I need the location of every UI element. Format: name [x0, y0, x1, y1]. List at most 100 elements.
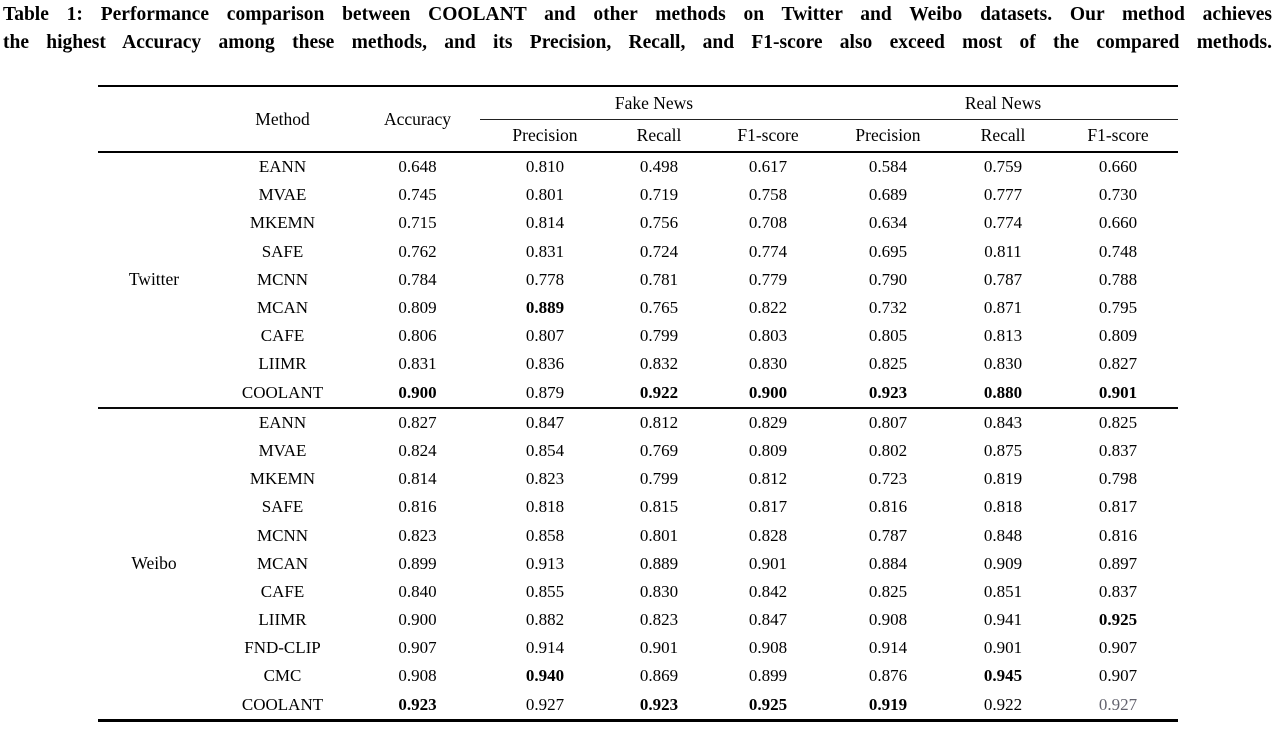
method-name: COOLANT — [241, 382, 324, 402]
metric-value: 0.832 — [639, 354, 679, 374]
metric-value: 0.925 — [748, 694, 788, 714]
metric-value: 0.795 — [1098, 298, 1138, 318]
metric-value: 0.730 — [1098, 185, 1138, 205]
metric-value: 0.816 — [1098, 525, 1138, 545]
metric-value: 0.790 — [868, 269, 908, 289]
metric-value: 0.900 — [398, 610, 437, 630]
metric-value: 0.816 — [868, 497, 908, 517]
metric-value: 0.879 — [525, 382, 565, 402]
metric-value: 0.787 — [983, 269, 1023, 289]
table-section-twitter: Twitter EANN 0.648 0.810 0.498 0.617 0.584 0.75… — [98, 153, 1178, 407]
method-name: EANN — [258, 157, 307, 177]
metric-value: 0.634 — [868, 213, 908, 233]
column-header-accuracy: Accuracy — [383, 108, 452, 129]
column-header-fake-precision: Precision — [512, 125, 578, 145]
metric-value: 0.823 — [525, 469, 565, 489]
method-name: COOLANT — [241, 694, 324, 714]
metric-value: 0.825 — [868, 354, 908, 374]
metric-value: 0.807 — [868, 412, 908, 432]
metric-value: 0.799 — [639, 326, 679, 346]
column-header-method: Method — [255, 108, 310, 129]
metric-value: 0.901 — [983, 638, 1023, 658]
metric-value: 0.814 — [525, 213, 565, 233]
metric-value: 0.822 — [748, 298, 788, 318]
metric-value: 0.825 — [1098, 412, 1138, 432]
metric-value: 0.823 — [398, 525, 437, 545]
metric-value: 0.708 — [748, 213, 788, 233]
metric-value: 0.809 — [748, 440, 788, 460]
metric-value: 0.809 — [1098, 326, 1138, 346]
metric-value: 0.880 — [983, 382, 1023, 402]
metric-value: 0.660 — [1098, 157, 1138, 177]
metric-value: 0.908 — [868, 610, 908, 630]
table-section-weibo: Weibo EANN 0.827 0.847 0.812 0.829 0.807 0.843 0… — [98, 409, 1178, 719]
method-name: CMC — [263, 666, 302, 686]
metric-value: 0.901 — [748, 553, 788, 573]
metric-value: 0.816 — [398, 497, 437, 517]
metric-value: 0.732 — [868, 298, 908, 318]
metric-value: 0.774 — [748, 241, 788, 261]
metric-value: 0.900 — [398, 382, 437, 402]
metric-value: 0.900 — [748, 382, 788, 402]
metric-value: 0.812 — [639, 412, 679, 432]
metric-value: 0.778 — [525, 269, 565, 289]
metric-value: 0.837 — [1098, 440, 1138, 460]
metric-value: 0.827 — [398, 412, 437, 432]
method-name: CAFE — [260, 581, 305, 601]
metric-value: 0.923 — [639, 694, 679, 714]
metric-value: 0.923 — [868, 382, 908, 402]
metric-value: 0.827 — [1098, 354, 1138, 374]
metric-value: 0.765 — [639, 298, 679, 318]
metric-value: 0.660 — [1098, 213, 1138, 233]
column-header-real-recall: Recall — [980, 125, 1026, 145]
method-name: MCNN — [256, 525, 308, 545]
dataset-label-weibo: Weibo — [131, 553, 177, 574]
metric-value: 0.809 — [398, 298, 437, 318]
performance-table: Method Accuracy Fake News Real News Prec… — [98, 85, 1178, 722]
metric-value: 0.824 — [398, 440, 437, 460]
method-name: MCNN — [256, 269, 308, 289]
method-name: MCAN — [256, 298, 308, 318]
metric-value: 0.819 — [983, 469, 1023, 489]
metric-value: 0.875 — [983, 440, 1023, 460]
metric-value: 0.769 — [639, 440, 679, 460]
section-divider-rule — [98, 406, 1178, 409]
metric-value: 0.830 — [983, 354, 1023, 374]
metric-value: 0.801 — [639, 525, 679, 545]
method-name: MKEMN — [249, 469, 316, 489]
table-caption: Table 1: Performance comparison between … — [3, 1, 1272, 56]
metric-value: 0.787 — [868, 525, 908, 545]
metric-value: 0.858 — [525, 525, 565, 545]
metric-value: 0.851 — [983, 581, 1023, 601]
metric-value: 0.907 — [1098, 666, 1138, 686]
metric-value: 0.907 — [1098, 638, 1138, 658]
metric-value: 0.843 — [983, 412, 1023, 432]
metric-value: 0.899 — [748, 666, 788, 686]
metric-value: 0.927 — [525, 694, 565, 714]
metric-value: 0.919 — [868, 694, 908, 714]
metric-value: 0.762 — [398, 241, 437, 261]
metric-value: 0.788 — [1098, 269, 1138, 289]
metric-value: 0.884 — [868, 553, 908, 573]
metric-value: 0.907 — [398, 638, 437, 658]
metric-value: 0.882 — [525, 610, 565, 630]
metric-value: 0.876 — [868, 666, 908, 686]
method-name: MVAE — [258, 440, 307, 460]
metric-value: 0.806 — [398, 326, 437, 346]
metric-value: 0.799 — [639, 469, 679, 489]
metric-value: 0.498 — [639, 157, 679, 177]
metric-value: 0.774 — [983, 213, 1023, 233]
column-header-fake-recall: Recall — [636, 125, 682, 145]
method-name: MCAN — [256, 553, 308, 573]
metric-value: 0.798 — [1098, 469, 1138, 489]
metric-value: 0.869 — [639, 666, 679, 686]
metric-value: 0.759 — [983, 157, 1023, 177]
metric-value: 0.855 — [525, 581, 565, 601]
metric-value: 0.840 — [398, 581, 437, 601]
method-name: LIIMR — [258, 610, 307, 630]
metric-value: 0.908 — [748, 638, 788, 658]
metric-value: 0.829 — [748, 412, 788, 432]
metric-value: 0.945 — [983, 666, 1023, 686]
metric-value: 0.802 — [868, 440, 908, 460]
method-name: SAFE — [261, 241, 304, 261]
